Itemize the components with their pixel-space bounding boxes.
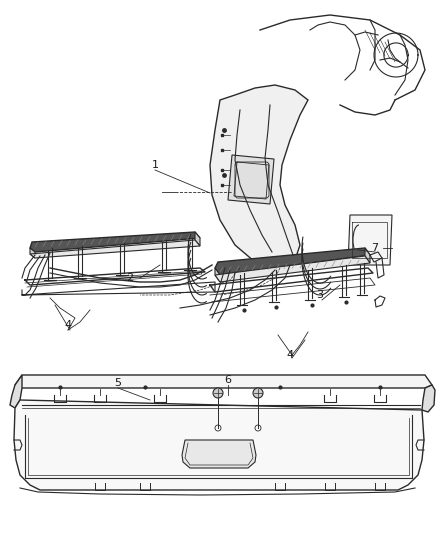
Polygon shape bbox=[15, 375, 432, 388]
Polygon shape bbox=[182, 440, 256, 468]
Polygon shape bbox=[14, 400, 424, 490]
Polygon shape bbox=[348, 215, 392, 265]
Polygon shape bbox=[422, 385, 435, 412]
Text: 2: 2 bbox=[127, 273, 134, 283]
Polygon shape bbox=[365, 248, 370, 263]
Polygon shape bbox=[215, 248, 370, 275]
Polygon shape bbox=[215, 268, 220, 282]
Polygon shape bbox=[30, 248, 35, 258]
Text: 1: 1 bbox=[152, 160, 159, 170]
Polygon shape bbox=[215, 256, 370, 282]
Polygon shape bbox=[210, 85, 308, 270]
Polygon shape bbox=[195, 232, 200, 246]
Text: 6: 6 bbox=[225, 375, 232, 385]
Text: 7: 7 bbox=[371, 243, 378, 253]
Polygon shape bbox=[228, 155, 274, 204]
Polygon shape bbox=[30, 240, 200, 258]
Text: 5: 5 bbox=[114, 378, 121, 388]
Polygon shape bbox=[30, 232, 200, 252]
Polygon shape bbox=[10, 375, 22, 408]
Circle shape bbox=[253, 388, 263, 398]
Text: 4: 4 bbox=[286, 350, 293, 360]
Text: 4: 4 bbox=[64, 320, 71, 330]
Text: 3: 3 bbox=[317, 290, 324, 300]
Circle shape bbox=[213, 388, 223, 398]
